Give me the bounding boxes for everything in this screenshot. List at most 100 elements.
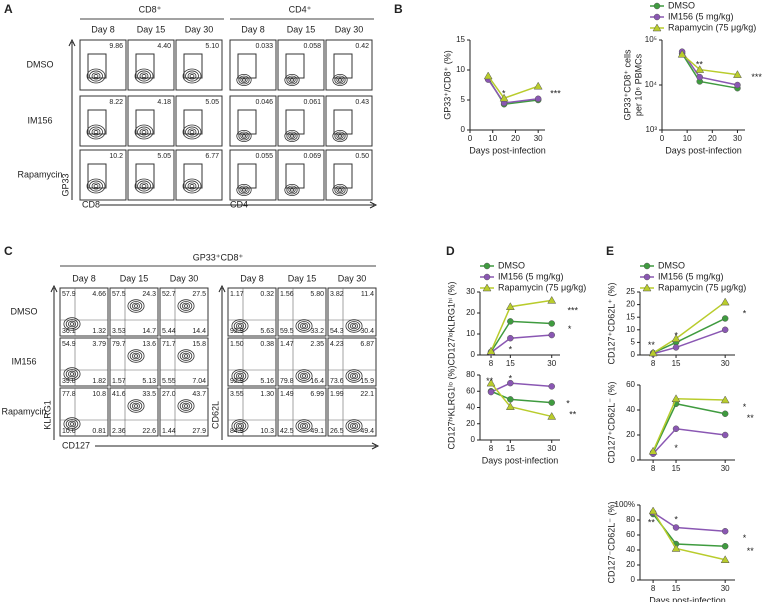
gate-value: 8.22	[109, 99, 123, 106]
contour	[347, 421, 361, 431]
contour	[137, 126, 151, 138]
marker	[695, 65, 705, 73]
contour	[345, 369, 363, 383]
contour	[295, 419, 313, 433]
quadrant-value: 1.57	[112, 378, 126, 385]
gate	[87, 53, 107, 79]
annotation: **	[569, 410, 577, 420]
gate-value: 0.43	[355, 99, 369, 106]
quadrant-value: 1.47	[280, 341, 294, 348]
contour	[187, 182, 197, 190]
marker	[547, 295, 557, 304]
legend-label: Rapamycin (75 μg/kg)	[498, 282, 586, 292]
contour	[189, 184, 195, 188]
flow-plot	[59, 387, 109, 437]
gate-value: 0.055	[255, 153, 273, 160]
flow-plot	[229, 39, 277, 91]
contour	[345, 319, 363, 333]
gate	[135, 163, 155, 189]
row-label: IM156	[27, 115, 52, 125]
annotation: *	[743, 402, 747, 412]
marker	[721, 543, 729, 550]
flow-plot	[227, 337, 277, 387]
marker	[672, 524, 680, 531]
contour	[301, 424, 307, 428]
marker	[721, 431, 729, 439]
contour	[181, 402, 191, 410]
x-axis-label: Days post-infection	[649, 595, 726, 602]
gate-value: 0.50	[355, 153, 369, 160]
day-label: Day 8	[241, 24, 265, 34]
flow-plot	[327, 387, 377, 437]
quadrant-value: 1.44	[162, 428, 176, 435]
quadrant-value: 1.50	[230, 341, 244, 348]
y-tick-label: 100%	[615, 500, 635, 509]
quadrant-value: 0.32	[260, 291, 274, 298]
series-line	[652, 427, 726, 455]
contour	[187, 72, 197, 80]
gate	[285, 53, 305, 79]
annotation: **	[747, 413, 755, 423]
contour	[69, 372, 75, 376]
y-axis-label: GP33⁺/CD8⁺ (%)	[442, 50, 452, 120]
marker	[505, 402, 515, 410]
x-tick-label: 30	[547, 359, 556, 368]
contour	[336, 133, 344, 139]
quadrant-value: 30.4	[360, 328, 374, 335]
y-axis-label: CD127⁺CD62L⁺ (%)	[606, 282, 616, 364]
contour	[233, 321, 247, 331]
series-line	[652, 301, 726, 354]
group-header: CD8⁺	[139, 4, 162, 14]
annotation: **	[696, 60, 704, 70]
flow-plot	[277, 95, 325, 147]
flow-plot	[159, 287, 209, 337]
flow-plot	[277, 337, 327, 387]
marker	[721, 528, 729, 535]
annotation: **	[486, 376, 494, 386]
gate-value: 0.42	[355, 43, 369, 50]
axis-label: CD127	[62, 440, 90, 450]
quadrant-value: 6.99	[310, 391, 324, 398]
gate-value: 5.05	[205, 99, 219, 106]
contour	[185, 126, 199, 138]
contour	[332, 74, 348, 87]
y-tick-label: 0	[631, 575, 636, 584]
flow-plot	[79, 149, 127, 201]
gate-value: 6.77	[205, 153, 219, 160]
contour	[235, 422, 245, 430]
quadrant-value: 14.7	[142, 328, 156, 335]
day-label: Day 30	[185, 24, 214, 34]
contour	[141, 184, 147, 188]
quadrant-value: 1.82	[92, 378, 106, 385]
contour	[137, 180, 151, 192]
contour	[133, 304, 139, 308]
annotation: *	[674, 514, 678, 524]
contour	[235, 372, 245, 380]
contour	[290, 134, 294, 138]
contour	[240, 133, 248, 139]
contour	[182, 124, 202, 140]
contour	[63, 367, 81, 381]
gate	[135, 53, 155, 79]
contour	[338, 134, 342, 138]
quadrant-value: 49.4	[360, 428, 374, 435]
contour	[299, 372, 309, 380]
flow-plot	[59, 287, 109, 337]
quadrant-value: 1.49	[280, 391, 294, 398]
annotation: ***	[751, 72, 762, 82]
series-line	[487, 79, 539, 104]
quadrant-value: 15.9	[360, 378, 374, 385]
quadrant-value: 7.04	[192, 378, 206, 385]
annotation: *	[502, 88, 506, 98]
quadrant-value: 1.32	[92, 328, 106, 335]
contour	[284, 74, 300, 87]
quadrant-value: 22.6	[142, 428, 156, 435]
panel-label: D	[446, 244, 455, 258]
axis-label: KLRG1	[42, 400, 52, 430]
contour	[139, 128, 149, 136]
contour	[237, 374, 243, 378]
contour	[345, 419, 363, 433]
legend-marker	[653, 2, 661, 10]
contour	[67, 370, 77, 378]
